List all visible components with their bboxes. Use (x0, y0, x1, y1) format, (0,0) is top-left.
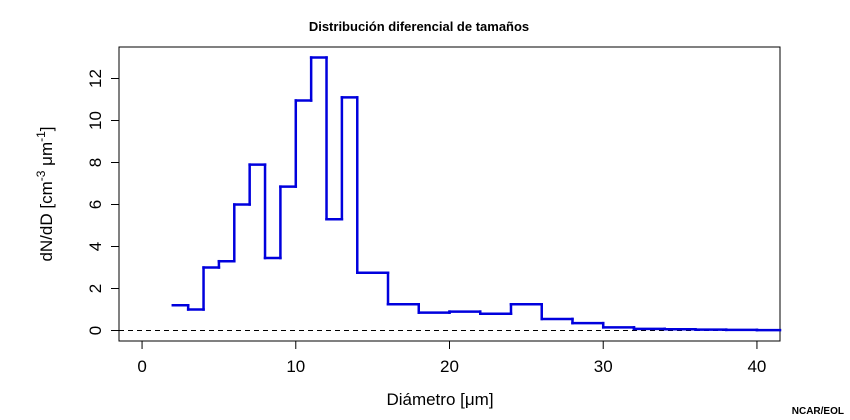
y-tick-label: 4 (86, 242, 105, 251)
y-axis-label-unit-um: μm (37, 142, 56, 166)
x-tick-label: 0 (137, 357, 146, 376)
x-axis-label-unit: μm (465, 390, 489, 409)
plot-frame (118, 46, 781, 342)
x-axis-label: Diámetro [μm] (386, 390, 493, 409)
y-tick-label: 8 (86, 158, 105, 167)
series-steps (171, 56, 782, 332)
y-tick-label: 2 (86, 284, 105, 293)
y-tick-label: 10 (86, 111, 105, 130)
x-tick-label: 10 (286, 357, 305, 376)
x-axis-label-main: Diámetro (386, 390, 455, 409)
y-tick-label: 6 (86, 200, 105, 209)
x-tick-label: 40 (747, 357, 766, 376)
x-tick-label: 20 (440, 357, 459, 376)
y-axis-label-exp-um: -1 (34, 131, 48, 142)
x-tick-label: 30 (594, 357, 613, 376)
y-axis: 0 2 4 6 8 10 12 (86, 69, 120, 335)
x-axis: 0 10 20 30 40 (137, 340, 766, 376)
credit-label: NCAR/EOL (792, 406, 844, 417)
y-tick-label: 0 (86, 326, 105, 335)
y-axis-label: dN/dD [cm-3 μm-1] (34, 126, 56, 261)
y-axis-label-unit-cm: cm (37, 181, 56, 204)
y-tick-label: 12 (86, 69, 105, 88)
chart-title: Distribución diferencial de tamaños (309, 19, 529, 34)
y-axis-label-main: dN/dD (37, 213, 56, 261)
y-axis-label-exp-cm: -3 (34, 170, 48, 181)
